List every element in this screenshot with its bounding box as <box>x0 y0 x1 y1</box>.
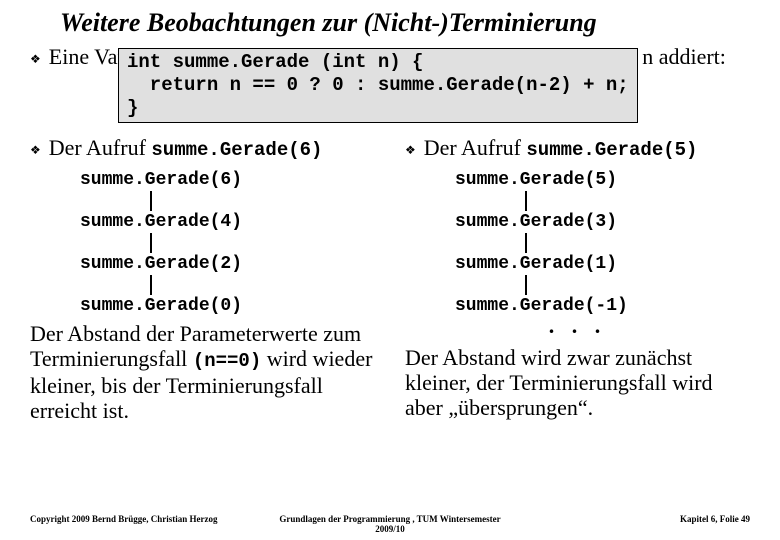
trace-item: summe.Gerade(2) <box>80 255 375 273</box>
connector-line <box>150 191 152 211</box>
footer: Copyright 2009 Bernd Brügge, Christian H… <box>30 514 750 534</box>
connector-line <box>150 233 152 253</box>
connector-line <box>150 275 152 295</box>
left-trace: summe.Gerade(6) summe.Gerade(4) summe.Ge… <box>80 171 375 315</box>
diamond-icon: ❖ <box>30 143 41 158</box>
diamond-icon: ❖ <box>30 52 41 67</box>
connector-line <box>525 233 527 253</box>
right-paragraph: Der Abstand wird zwar zunächst kleiner, … <box>405 345 750 421</box>
right-call-mono: summe.Gerade(5) <box>526 139 697 161</box>
left-call-prefix: Der Aufruf <box>49 135 152 160</box>
footer-left: Copyright 2009 Bernd Brügge, Christian H… <box>30 514 270 534</box>
slide-title: Weitere Beobachtungen zur (Nicht-)Termin… <box>60 8 750 38</box>
ellipsis: . . . <box>405 313 750 339</box>
left-call-mono: summe.Gerade(6) <box>151 139 322 161</box>
left-call-bullet: ❖ Der Aufruf summe.Gerade(6) <box>30 135 375 161</box>
trace-item: summe.Gerade(5) <box>455 171 750 189</box>
two-columns: ❖ Der Aufruf summe.Gerade(6) summe.Gerad… <box>30 135 750 424</box>
left-para-mono: (n==0) <box>193 350 261 372</box>
trace-item: summe.Gerade(4) <box>80 213 375 231</box>
right-call-label: Der Aufruf summe.Gerade(5) <box>424 135 698 161</box>
footer-center: Grundlagen der Programmierung , TUM Wint… <box>270 514 510 534</box>
left-paragraph: Der Abstand der Parameterwerte zum Termi… <box>30 321 375 424</box>
left-column: ❖ Der Aufruf summe.Gerade(6) summe.Gerad… <box>30 135 375 424</box>
code-block: int summe.Gerade (int n) { return n == 0… <box>118 48 638 122</box>
slide: Weitere Beobachtungen zur (Nicht-)Termin… <box>0 0 780 540</box>
right-call-bullet: ❖ Der Aufruf summe.Gerade(5) <box>405 135 750 161</box>
trace-item: summe.Gerade(1) <box>455 255 750 273</box>
left-call-label: Der Aufruf summe.Gerade(6) <box>49 135 323 161</box>
connector-line <box>525 275 527 295</box>
right-call-prefix: Der Aufruf <box>424 135 527 160</box>
trace-item: summe.Gerade(6) <box>80 171 375 189</box>
right-column: ❖ Der Aufruf summe.Gerade(5) summe.Gerad… <box>405 135 750 424</box>
footer-right: Kapitel 6, Folie 49 <box>510 514 750 534</box>
diamond-icon: ❖ <box>405 143 416 158</box>
connector-line <box>525 191 527 211</box>
right-trace: summe.Gerade(5) summe.Gerade(3) summe.Ge… <box>455 171 750 315</box>
trace-item: summe.Gerade(3) <box>455 213 750 231</box>
trace-item: summe.Gerade(0) <box>80 297 375 315</box>
